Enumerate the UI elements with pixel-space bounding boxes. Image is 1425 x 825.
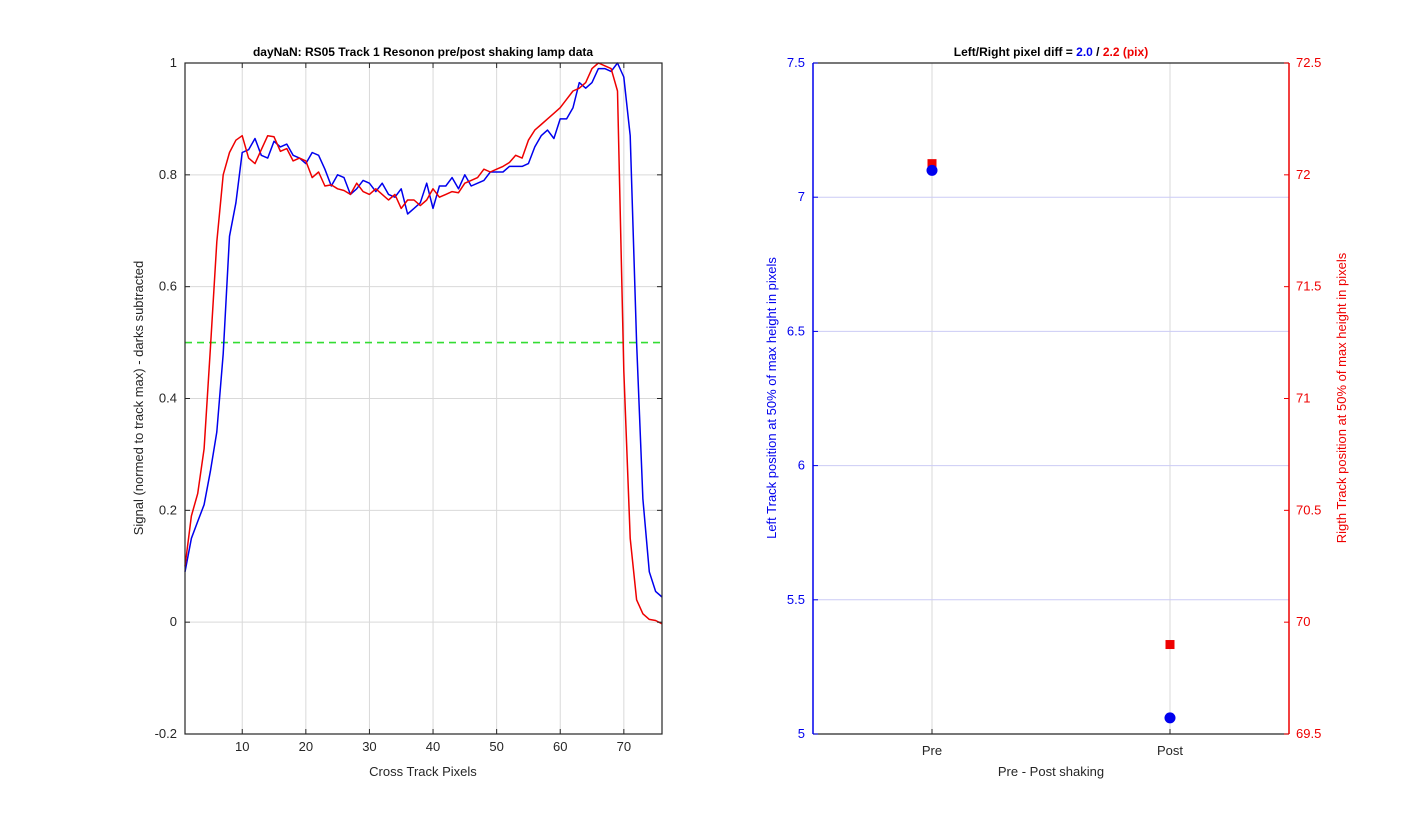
plot2-title-right-value: 2.2 (pix) [1103,45,1148,59]
plot2-title-separator: / [1093,45,1103,59]
plot2-left-y-tick-label: 5.5 [787,592,805,607]
plot2-title-left-value: 2.0 [1076,45,1093,59]
plot2-right-y-tick-label: 72.5 [1296,55,1321,70]
plot1-title: dayNaN: RS05 Track 1 Resonon pre/post sh… [253,45,593,59]
left-line-chart: 10 20 30 40 50 60 70 -0.2 0 0.2 0.4 0.6 0.8 1 dayNaN… [131,45,663,779]
plot2-left-y-ticks: 5 5.5 6 6.5 7 7.5 [787,55,818,741]
plot1-y-label: Signal (normed to track max) - darks sub… [131,261,146,536]
plot1-x-tick-label: 20 [299,739,313,754]
post-shaking-line [184,62,663,625]
plot1-x-tick-label: 70 [617,739,631,754]
plot1-x-tick-label: 30 [362,739,376,754]
plot2-x-tick-label: Pre [922,743,942,758]
plot1-y-tick-label: 0.2 [159,502,177,517]
plot1-y-tick-label: 0 [170,614,177,629]
plot2-left-y-tick-label: 6 [798,458,805,473]
plot2-right-y-label: Rigth Track position at 50% of max heigh… [1334,252,1349,543]
plot2-left-y-label: Left Track position at 50% of max height… [764,257,779,539]
plot2-left-y-tick-label: 7 [798,189,805,204]
plot1-x-tick-label: 60 [553,739,567,754]
plot2-x-ticks: Pre Post [922,729,1183,758]
plot1-y-tick-label: 1 [170,55,177,70]
plot1-x-tick-label: 10 [235,739,249,754]
plot2-right-y-tick-label: 72 [1296,167,1310,182]
plot1-x-tick-label: 50 [489,739,503,754]
plot2-right-y-tick-label: 70.5 [1296,502,1321,517]
plot1-series [184,62,663,625]
plot2-title-prefix: Left/Right pixel diff = [954,45,1076,59]
plot1-y-tick-label: 0.8 [159,167,177,182]
left-track-point-pre [926,164,938,176]
plot2-x-label: Pre - Post shaking [998,764,1104,779]
plot2-left-y-tick-label: 6.5 [787,323,805,338]
plot2-right-y-tick-label: 69.5 [1296,726,1321,741]
plot2-background [813,63,1289,734]
plot2-title: Left/Right pixel diff = 2.0 / 2.2 (pix) [954,45,1148,59]
plot2-left-y-tick-label: 5 [798,726,805,741]
plot2-right-y-tick-label: 70 [1296,614,1310,629]
plot2-right-y-ticks: 69.5 70 70.5 71 71.5 72 72.5 [1284,55,1321,741]
plot2-right-y-tick-label: 71 [1296,391,1310,406]
plot1-x-ticks: 10 20 30 40 50 60 70 [235,63,631,754]
plot2-points [926,159,1176,724]
plot2-x-tick-label: Post [1157,743,1183,758]
plot2-left-y-tick-label: 7.5 [787,55,805,70]
left-track-point-post [1164,712,1176,724]
right-scatter-chart: Pre Post 5 5.5 6 6.5 7 7.5 69.5 70 70.5 71 71.5 72 7… [764,45,1349,779]
plot2-right-y-tick-label: 71.5 [1296,279,1321,294]
right-track-point-pre [927,159,937,169]
plot1-y-tick-label: 0.4 [159,391,177,406]
plot1-x-tick-label: 40 [426,739,440,754]
plot1-y-ticks: -0.2 0 0.2 0.4 0.6 0.8 1 [155,55,662,741]
plot1-x-label: Cross Track Pixels [369,764,477,779]
plot1-y-tick-label: 0.6 [159,279,177,294]
plot1-y-tick-label: -0.2 [155,726,177,741]
right-track-point-post [1165,640,1175,650]
